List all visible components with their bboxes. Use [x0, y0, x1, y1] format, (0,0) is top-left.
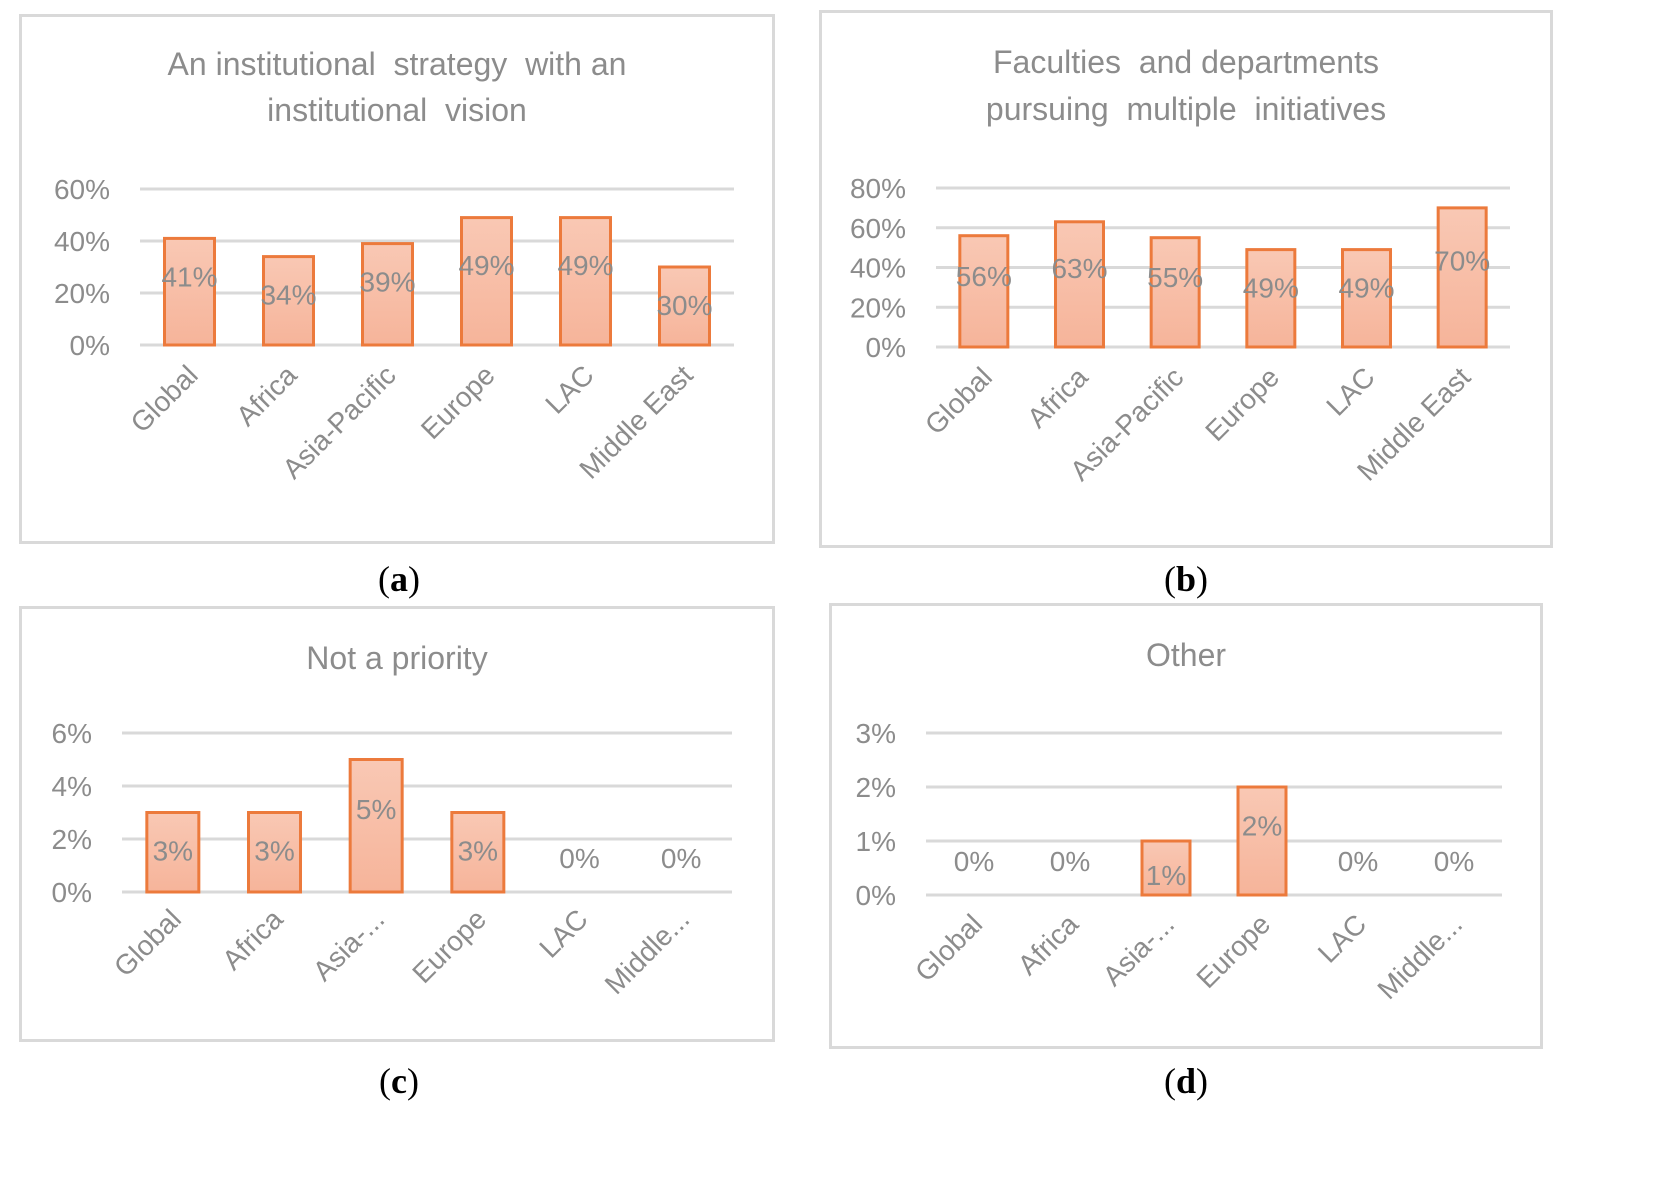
x-tick-label-3: Europe — [415, 359, 501, 445]
y-tick-label-3: 60% — [850, 213, 906, 244]
data-label-5: 0% — [1434, 846, 1474, 877]
x-tick-label-5: Middle... — [599, 903, 696, 1000]
panel-label-b: (b) — [1163, 559, 1209, 599]
data-label-2: 39% — [359, 267, 415, 298]
panel-label-a: (a) — [378, 559, 420, 599]
data-label-3: 3% — [458, 836, 498, 867]
x-tick-label-1: Africa — [1021, 361, 1094, 434]
data-label-1: 34% — [260, 280, 316, 311]
y-tick-label-1: 2% — [52, 824, 92, 855]
y-tick-label-0: 0% — [856, 880, 896, 911]
data-label-2: 55% — [1147, 262, 1203, 293]
x-tick-label-0: Global — [108, 903, 187, 982]
y-tick-label-0: 0% — [52, 877, 92, 908]
chart-title-line-1: pursuing multiple initiatives — [986, 91, 1386, 127]
data-label-5: 30% — [656, 290, 712, 321]
data-label-4: 0% — [559, 843, 599, 874]
x-tick-label-1: Africa — [230, 359, 303, 432]
y-tick-label-1: 20% — [850, 292, 906, 323]
chart-panel-b: Faculties and departments pursuing multip… — [819, 10, 1553, 548]
y-tick-label-3: 6% — [52, 718, 92, 749]
chart-svg-c: Not a priority 0% 2% 4% 6% 3% Global 3% Africa 5%… — [52, 640, 732, 1000]
data-label-3: 2% — [1242, 811, 1282, 842]
bar-lac — [1341, 248, 1392, 349]
x-tick-label-1: Africa — [216, 903, 289, 976]
bar-middle-east — [1436, 206, 1488, 349]
chart-title-line-0: Faculties and departments — [993, 44, 1379, 80]
chart-panel-a: An institutional strategy with an institu… — [19, 14, 775, 544]
chart-panel-d: Other 0% 1% 2% 3% 0% Global 0% Africa 1% Asia-... 2… — [829, 603, 1543, 1049]
data-label-1: 63% — [1051, 253, 1107, 284]
y-tick-label-2: 4% — [52, 771, 92, 802]
data-label-4: 49% — [557, 250, 613, 281]
bar-global — [145, 811, 201, 894]
chart-svg-b: Faculties and departments pursuing multip… — [850, 44, 1510, 487]
bar-lac — [559, 216, 612, 347]
bar-europe — [1245, 248, 1297, 349]
data-label-0: 3% — [153, 836, 193, 867]
y-tick-label-4: 80% — [850, 173, 906, 204]
x-tick-label-4: LAC — [539, 359, 599, 419]
y-tick-label-2: 40% — [850, 253, 906, 284]
bar-asia-pacific — [1149, 236, 1201, 349]
x-tick-label-0: Global — [125, 359, 204, 438]
x-tick-label-3: Europe — [1190, 908, 1276, 994]
y-tick-label-1: 20% — [54, 278, 110, 309]
bar-africa — [247, 811, 302, 894]
x-tick-label-3: Europe — [406, 903, 492, 989]
data-label-0: 0% — [954, 846, 994, 877]
data-label-2: 1% — [1146, 860, 1186, 891]
chart-title-line-0: Not a priority — [306, 640, 487, 676]
bar-global — [958, 234, 1010, 349]
y-tick-label-2: 40% — [54, 226, 110, 257]
y-tick-label-2: 2% — [856, 772, 896, 803]
x-tick-label-4: LAC — [1312, 908, 1372, 968]
chart-title-line-1: institutional vision — [267, 92, 527, 128]
data-label-1: 0% — [1050, 846, 1090, 877]
y-tick-label-0: 0% — [70, 330, 110, 361]
panel-label-d: (d) — [1163, 1061, 1209, 1101]
x-tick-label-0: Global — [919, 361, 998, 440]
data-label-1: 3% — [254, 836, 294, 867]
x-tick-label-2: Asia-... — [307, 903, 391, 987]
chart-title-line-0: Other — [1146, 637, 1226, 673]
bar-africa — [262, 255, 315, 347]
data-label-3: 49% — [1243, 273, 1299, 304]
panel-label-c: (c) — [379, 1061, 419, 1101]
data-label-2: 5% — [356, 794, 396, 825]
x-tick-label-4: LAC — [1320, 361, 1380, 421]
data-label-3: 49% — [458, 250, 514, 281]
bar-asia — [348, 758, 404, 894]
bar-global — [163, 236, 216, 347]
x-tick-label-5: Middle... — [1371, 908, 1468, 1005]
x-tick-label-0: Global — [909, 908, 988, 987]
bar-europe — [450, 811, 506, 894]
chart-panel-c: Not a priority 0% 2% 4% 6% 3% Global 3% Africa 5%… — [19, 606, 775, 1042]
y-tick-label-1: 1% — [856, 826, 896, 857]
bar-africa — [1054, 220, 1105, 349]
data-label-4: 0% — [1338, 846, 1378, 877]
bar-asia — [1140, 839, 1192, 897]
data-label-4: 49% — [1338, 273, 1394, 304]
data-label-5: 70% — [1434, 245, 1490, 276]
x-tick-label-1: Africa — [1012, 908, 1085, 981]
chart-svg-a: An institutional strategy with an institu… — [54, 46, 734, 485]
data-label-5: 0% — [661, 843, 701, 874]
chart-svg-d: Other 0% 1% 2% 3% 0% Global 0% Africa 1% Asia-... 2… — [856, 637, 1502, 1005]
bar-europe — [1236, 785, 1288, 897]
x-tick-label-2: Asia-... — [1097, 908, 1181, 992]
data-label-0: 56% — [956, 261, 1012, 292]
x-tick-label-4: LAC — [533, 903, 593, 963]
x-tick-label-3: Europe — [1199, 361, 1285, 447]
y-tick-label-0: 0% — [866, 332, 906, 363]
bar-asia-pacific — [361, 242, 414, 347]
chart-title-line-0: An institutional strategy with an — [168, 46, 627, 82]
data-label-0: 41% — [161, 261, 217, 292]
bar-middle-east — [658, 265, 711, 347]
y-tick-label-3: 60% — [54, 174, 110, 205]
bar-europe — [460, 216, 513, 347]
y-tick-label-3: 3% — [856, 718, 896, 749]
